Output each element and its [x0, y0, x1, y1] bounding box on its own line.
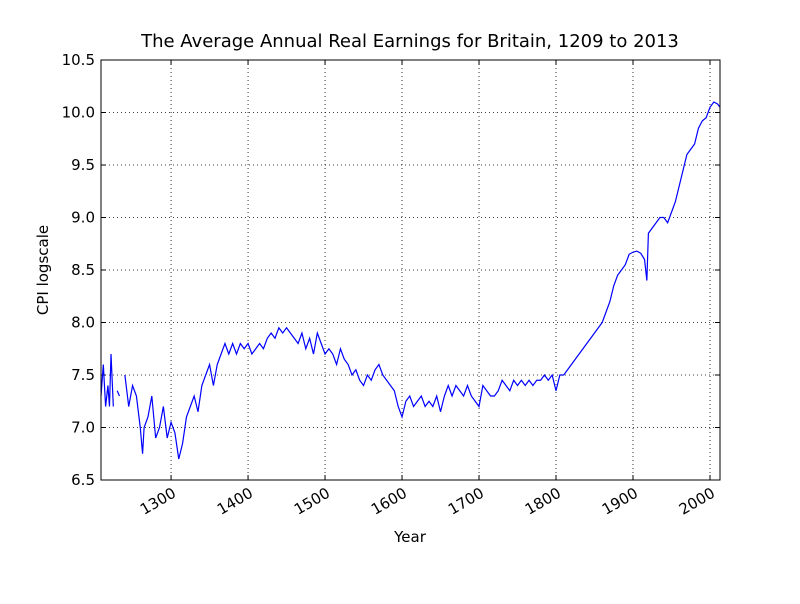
y-tick-label: 6.5: [71, 471, 95, 489]
x-axis-label: Year: [393, 528, 427, 546]
y-tick-label: 10.0: [62, 104, 95, 122]
y-tick-label: 8.5: [71, 261, 95, 279]
data-line: [100, 101, 721, 460]
y-axis-label: CPI logscale: [34, 225, 52, 315]
y-tick-label: 7.5: [71, 366, 95, 384]
plot-frame: [100, 59, 721, 481]
y-tick-label: 9.0: [71, 209, 95, 227]
y-tick-label: 8.0: [71, 314, 95, 332]
y-tick-label: 9.5: [71, 156, 95, 174]
chart-title: The Average Annual Real Earnings for Bri…: [140, 31, 679, 52]
y-tick-label: 10.5: [62, 51, 95, 69]
y-tick-label: 7.0: [71, 419, 95, 437]
